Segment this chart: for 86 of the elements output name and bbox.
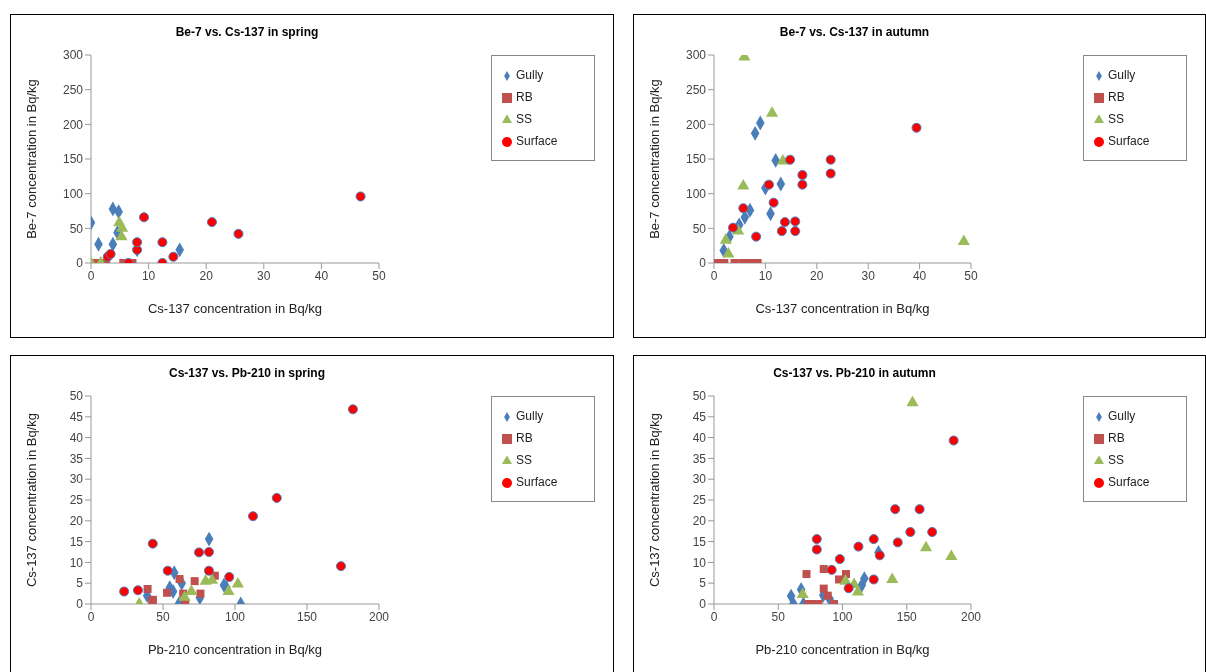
y-tick-label: 0 bbox=[76, 597, 84, 612]
y-tick-label: 35 bbox=[69, 451, 84, 466]
y-tick-label: 200 bbox=[685, 117, 707, 132]
legend-label: Gully bbox=[1108, 409, 1136, 423]
legend-label: SS bbox=[1108, 453, 1125, 467]
legend-label: Gully bbox=[516, 68, 544, 82]
x-tick-label: 50 bbox=[964, 268, 978, 283]
y-tick-label: 0 bbox=[699, 597, 707, 612]
legend-label: Gully bbox=[1108, 68, 1136, 82]
y-tick-label: 35 bbox=[692, 451, 707, 466]
legend-label: RB bbox=[516, 431, 533, 445]
chart-title: Cs-137 vs. Pb-210 in autumn bbox=[772, 366, 937, 380]
y-tick-label: 50 bbox=[69, 221, 84, 236]
chart-title: Be-7 vs. Cs-137 in autumn bbox=[778, 25, 931, 39]
legend-label: RB bbox=[516, 90, 533, 104]
y-tick-label: 150 bbox=[685, 152, 707, 167]
x-tick-label: 200 bbox=[368, 609, 390, 624]
y-tick-label: 250 bbox=[685, 82, 707, 97]
y-tick-label: 20 bbox=[69, 514, 84, 529]
y-tick-label: 0 bbox=[76, 256, 84, 271]
y-tick-label: 5 bbox=[76, 576, 84, 591]
x-tick-label: 40 bbox=[912, 268, 927, 283]
legend-label: SS bbox=[1108, 112, 1125, 126]
x-axis-title: Cs-137 concentration in Bq/kg bbox=[755, 301, 930, 316]
legend-label: Surface bbox=[516, 134, 558, 148]
x-tick-label: 50 bbox=[156, 609, 170, 624]
y-tick-label: 10 bbox=[692, 555, 707, 570]
legend-label: RB bbox=[1108, 431, 1125, 445]
y-tick-label: 150 bbox=[62, 152, 84, 167]
y-tick-label: 200 bbox=[62, 117, 84, 132]
x-tick-label: 150 bbox=[296, 609, 318, 624]
chart-title: Be-7 vs. Cs-137 in spring bbox=[174, 25, 320, 39]
y-tick-label: 50 bbox=[69, 389, 84, 404]
y-tick-label: 30 bbox=[692, 472, 707, 487]
y-tick-label: 40 bbox=[692, 430, 707, 445]
y-tick-label: 250 bbox=[62, 82, 84, 97]
y-tick-label: 10 bbox=[69, 555, 84, 570]
y-axis-title: Be-7 concentration in Bq/kg bbox=[646, 79, 662, 239]
y-tick-label: 50 bbox=[692, 389, 707, 404]
y-tick-label: 45 bbox=[692, 410, 707, 425]
y-tick-label: 40 bbox=[69, 430, 84, 445]
chart-title: Cs-137 vs. Pb-210 in spring bbox=[167, 366, 327, 380]
y-axis-title: Be-7 concentration in Bq/kg bbox=[23, 79, 39, 239]
x-tick-label: 50 bbox=[771, 609, 786, 624]
legend-label: Surface bbox=[1108, 134, 1150, 148]
legend-label: Surface bbox=[1108, 475, 1150, 489]
x-tick-label: 0 bbox=[710, 609, 718, 624]
y-tick-label: 300 bbox=[685, 48, 707, 63]
y-tick-label: 5 bbox=[699, 576, 707, 591]
y-axis-title: Cs-137 concentration in Bq/kg bbox=[23, 412, 39, 588]
y-tick-label: 15 bbox=[692, 534, 707, 549]
x-tick-label: 20 bbox=[810, 268, 824, 283]
y-tick-label: 25 bbox=[692, 493, 707, 508]
x-tick-label: 30 bbox=[861, 268, 876, 283]
y-tick-label: 300 bbox=[62, 48, 84, 63]
legend-label: SS bbox=[516, 112, 533, 126]
x-axis-title: Pb-210 concentration in Bq/kg bbox=[147, 642, 323, 657]
x-tick-label: 100 bbox=[832, 609, 853, 624]
x-tick-label: 0 bbox=[87, 268, 95, 283]
y-tick-label: 0 bbox=[699, 256, 707, 271]
y-axis-title: Cs-137 concentration in Bq/kg bbox=[646, 412, 662, 588]
x-tick-label: 100 bbox=[224, 609, 246, 624]
x-axis-title: Pb-210 concentration in Bq/kg bbox=[755, 642, 930, 657]
legend-label: SS bbox=[516, 453, 533, 467]
legend-label: Surface bbox=[516, 475, 558, 489]
y-tick-label: 50 bbox=[692, 221, 707, 236]
legend-label: RB bbox=[1108, 90, 1125, 104]
x-tick-label: 20 bbox=[199, 268, 214, 283]
x-tick-label: 10 bbox=[141, 268, 156, 283]
y-tick-label: 20 bbox=[692, 514, 707, 529]
x-tick-label: 200 bbox=[960, 609, 982, 624]
x-tick-label: 50 bbox=[372, 268, 386, 283]
legend-label: Gully bbox=[516, 409, 544, 423]
y-tick-label: 15 bbox=[69, 534, 84, 549]
y-tick-label: 100 bbox=[62, 186, 84, 201]
y-tick-label: 30 bbox=[69, 472, 84, 487]
x-tick-label: 0 bbox=[710, 268, 718, 283]
y-tick-label: 45 bbox=[69, 410, 84, 425]
y-tick-label: 25 bbox=[69, 493, 84, 508]
x-tick-label: 0 bbox=[87, 609, 95, 624]
x-tick-label: 150 bbox=[896, 609, 918, 624]
x-axis-title: Cs-137 concentration in Bq/kg bbox=[147, 301, 323, 316]
y-tick-label: 100 bbox=[685, 186, 707, 201]
x-tick-label: 10 bbox=[758, 268, 773, 283]
x-tick-label: 40 bbox=[314, 268, 329, 283]
x-tick-label: 30 bbox=[257, 268, 271, 283]
